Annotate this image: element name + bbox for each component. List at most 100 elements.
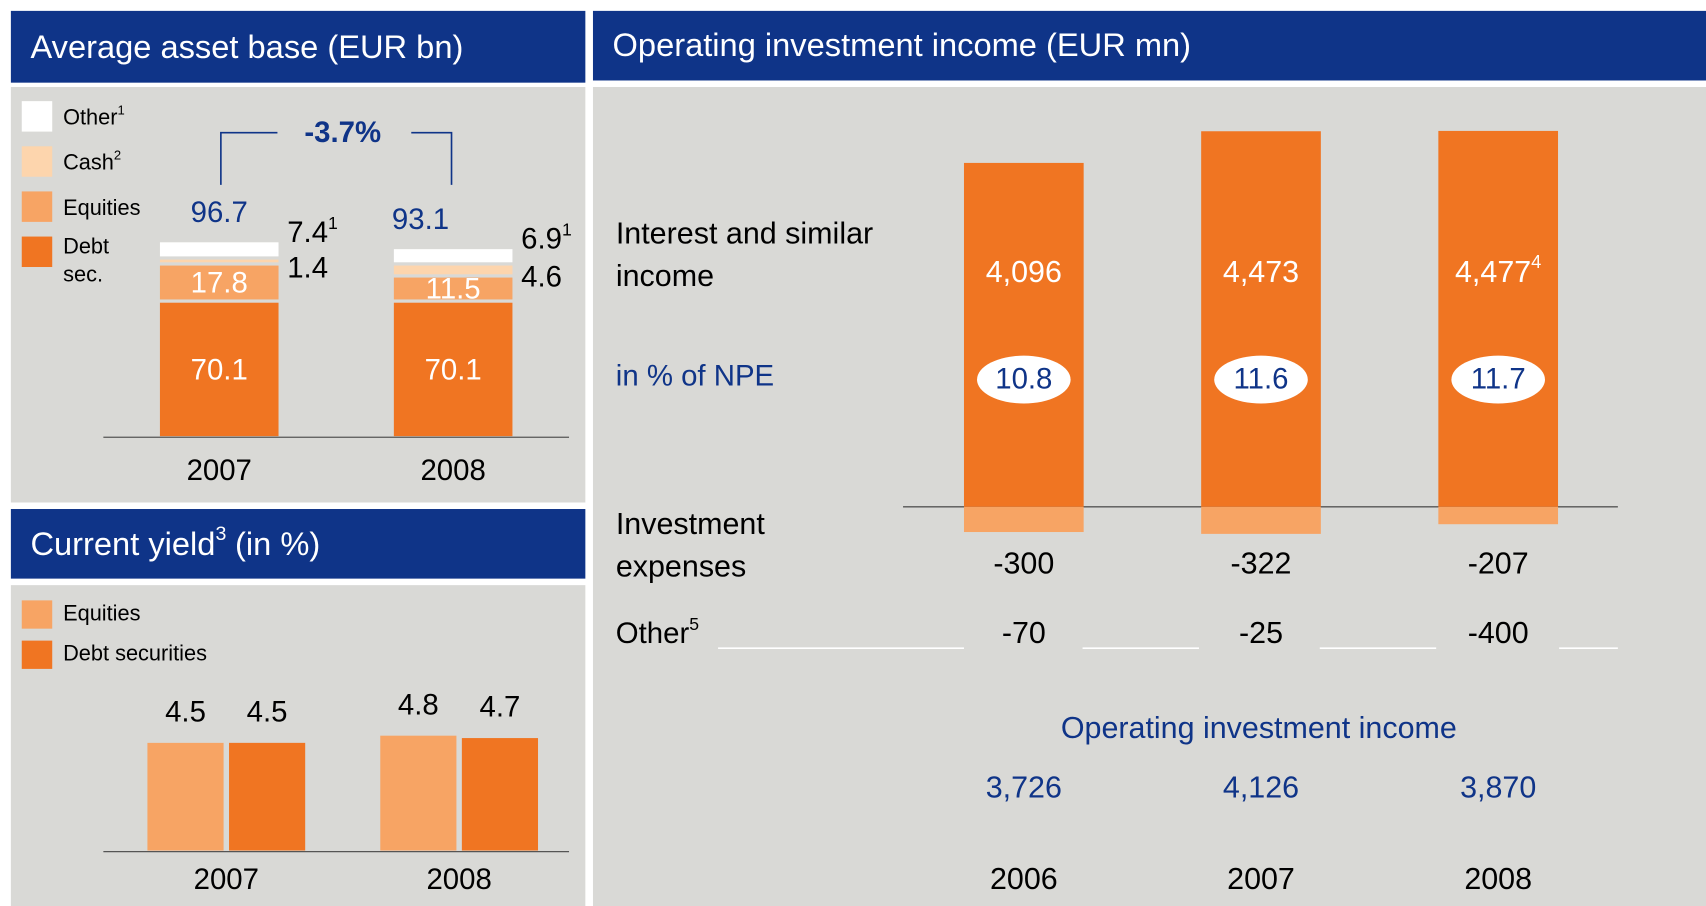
- x-tick-label-part: 2007: [187, 454, 252, 487]
- x-tick-label: 2007: [187, 454, 252, 487]
- chart-title-note: 3: [215, 523, 226, 545]
- legend-label: Debt sec.: [63, 234, 110, 287]
- x-tick-label: 2008: [420, 454, 485, 487]
- row-label: Operating investment income: [1061, 711, 1457, 745]
- row-label-box: Interest and similar income: [616, 216, 873, 292]
- legend-swatch: [21, 236, 53, 268]
- value-label-part: 1.4: [287, 251, 328, 284]
- bar-segment: [393, 265, 513, 275]
- value-label-part: 4,096: [986, 255, 1062, 289]
- value-label-note: 1: [562, 219, 572, 239]
- value-label-part: 4,473: [1223, 255, 1299, 289]
- value-label: 1.4: [287, 251, 328, 284]
- value-label-part: -322: [1231, 547, 1292, 581]
- result-label: 3,726: [986, 771, 1062, 805]
- bar: [963, 162, 1084, 507]
- ratio-label-part: 11.7: [1471, 362, 1526, 395]
- total-label-part: 93.1: [392, 203, 449, 236]
- row-label-part: Operating investment income: [1061, 711, 1457, 745]
- value-label-part: 70.1: [191, 353, 248, 386]
- legend-label-note: 1: [118, 103, 125, 118]
- legend-swatch: [21, 191, 53, 222]
- x-tick-label-part: 2008: [420, 454, 485, 487]
- header-bar: [592, 10, 1706, 81]
- bar-segment: [159, 265, 279, 300]
- value-label: 4.5: [247, 695, 288, 728]
- legend-label: Debt securities: [63, 641, 207, 666]
- x-tick-label: 2007: [194, 863, 259, 896]
- value-label: -300: [993, 547, 1054, 581]
- ratio-label: 10.8: [995, 362, 1052, 395]
- value-label: 70.1: [191, 353, 248, 386]
- result-label-part: 4,126: [1223, 771, 1299, 805]
- chart-title-part: Operating investment income (EUR mn): [613, 25, 1192, 62]
- value-label: -400: [1468, 616, 1529, 650]
- value-label: 4.6: [521, 260, 562, 293]
- value-label-part: -25: [1239, 616, 1283, 650]
- bar: [963, 506, 1084, 533]
- bar-segment: [159, 259, 279, 263]
- row-label-box: Investment expenses: [615, 506, 765, 583]
- bar-segment: [159, 302, 279, 437]
- value-label-part: -207: [1468, 547, 1529, 581]
- value-label: 4,096: [986, 255, 1062, 289]
- legend-swatch: [21, 146, 53, 177]
- change-label-part: -3.7%: [304, 116, 381, 149]
- x-tick-label: 2006: [990, 862, 1058, 896]
- ratio-label-part: 10.8: [995, 362, 1052, 395]
- x-tick-label-part: 2007: [194, 863, 259, 896]
- bar: [380, 735, 457, 851]
- value-label-note: 4: [1531, 251, 1541, 272]
- result-label-part: 3,870: [1460, 771, 1536, 805]
- change-label: -3.7%: [304, 116, 381, 149]
- header-bar: [10, 509, 586, 579]
- x-tick-label-part: 2008: [426, 863, 491, 896]
- bar-segment: [159, 242, 279, 257]
- result-label: 3,870: [1460, 771, 1536, 805]
- bar-segment: [393, 302, 513, 437]
- x-tick-label: 2008: [426, 863, 491, 896]
- value-label: 4.5: [165, 695, 206, 728]
- ratio-badge: [1214, 355, 1308, 404]
- value-label-part: -300: [993, 547, 1054, 581]
- value-label-part: -400: [1468, 616, 1529, 650]
- row-label: Investment expenses: [615, 506, 765, 583]
- legend-label-part: Equities: [63, 600, 141, 625]
- value-label-part: 17.8: [191, 266, 248, 299]
- value-label: 17.8: [191, 266, 248, 299]
- value-label: 6.91: [521, 219, 572, 255]
- ratio-badge: [1451, 355, 1545, 404]
- x-tick-label-part: 2007: [1227, 862, 1295, 896]
- change-bracket: [220, 131, 453, 185]
- bar-segment: [393, 249, 513, 263]
- bar: [1438, 130, 1559, 507]
- chart-title: Operating investment income (EUR mn): [613, 25, 1192, 62]
- value-label: -25: [1239, 616, 1283, 650]
- value-label-part: 11.5: [426, 272, 481, 305]
- legend-label-box: Debt sec.: [63, 234, 110, 287]
- legend-label: Equities: [63, 195, 141, 220]
- bar-segment: [393, 277, 513, 300]
- value-label-part: 6.9: [521, 222, 562, 255]
- legend-label-part: Debt securities: [63, 641, 207, 666]
- value-label-part: 4,477: [1455, 255, 1531, 289]
- value-label: 7.41: [287, 213, 338, 249]
- value-label: 4.7: [480, 690, 521, 723]
- result-label: 4,126: [1223, 771, 1299, 805]
- value-label-part: 7.4: [287, 216, 328, 249]
- total-label-part: 96.7: [191, 196, 248, 229]
- value-label-part: 4.7: [480, 690, 521, 723]
- header-bar: [10, 10, 586, 83]
- result-label-part: 3,726: [986, 771, 1062, 805]
- value-label-part: 4.5: [165, 695, 206, 728]
- legend-label: Other1: [63, 103, 125, 130]
- ratio-label-part: 11.6: [1234, 362, 1289, 395]
- value-label: 4,4774: [1455, 251, 1541, 289]
- value-label: 4,473: [1223, 255, 1299, 289]
- bar: [147, 742, 224, 851]
- x-tick-label: 2008: [1464, 862, 1532, 896]
- value-label: 4.8: [398, 688, 439, 721]
- legend-label-part: Other: [63, 104, 117, 129]
- value-label: -70: [1002, 616, 1046, 650]
